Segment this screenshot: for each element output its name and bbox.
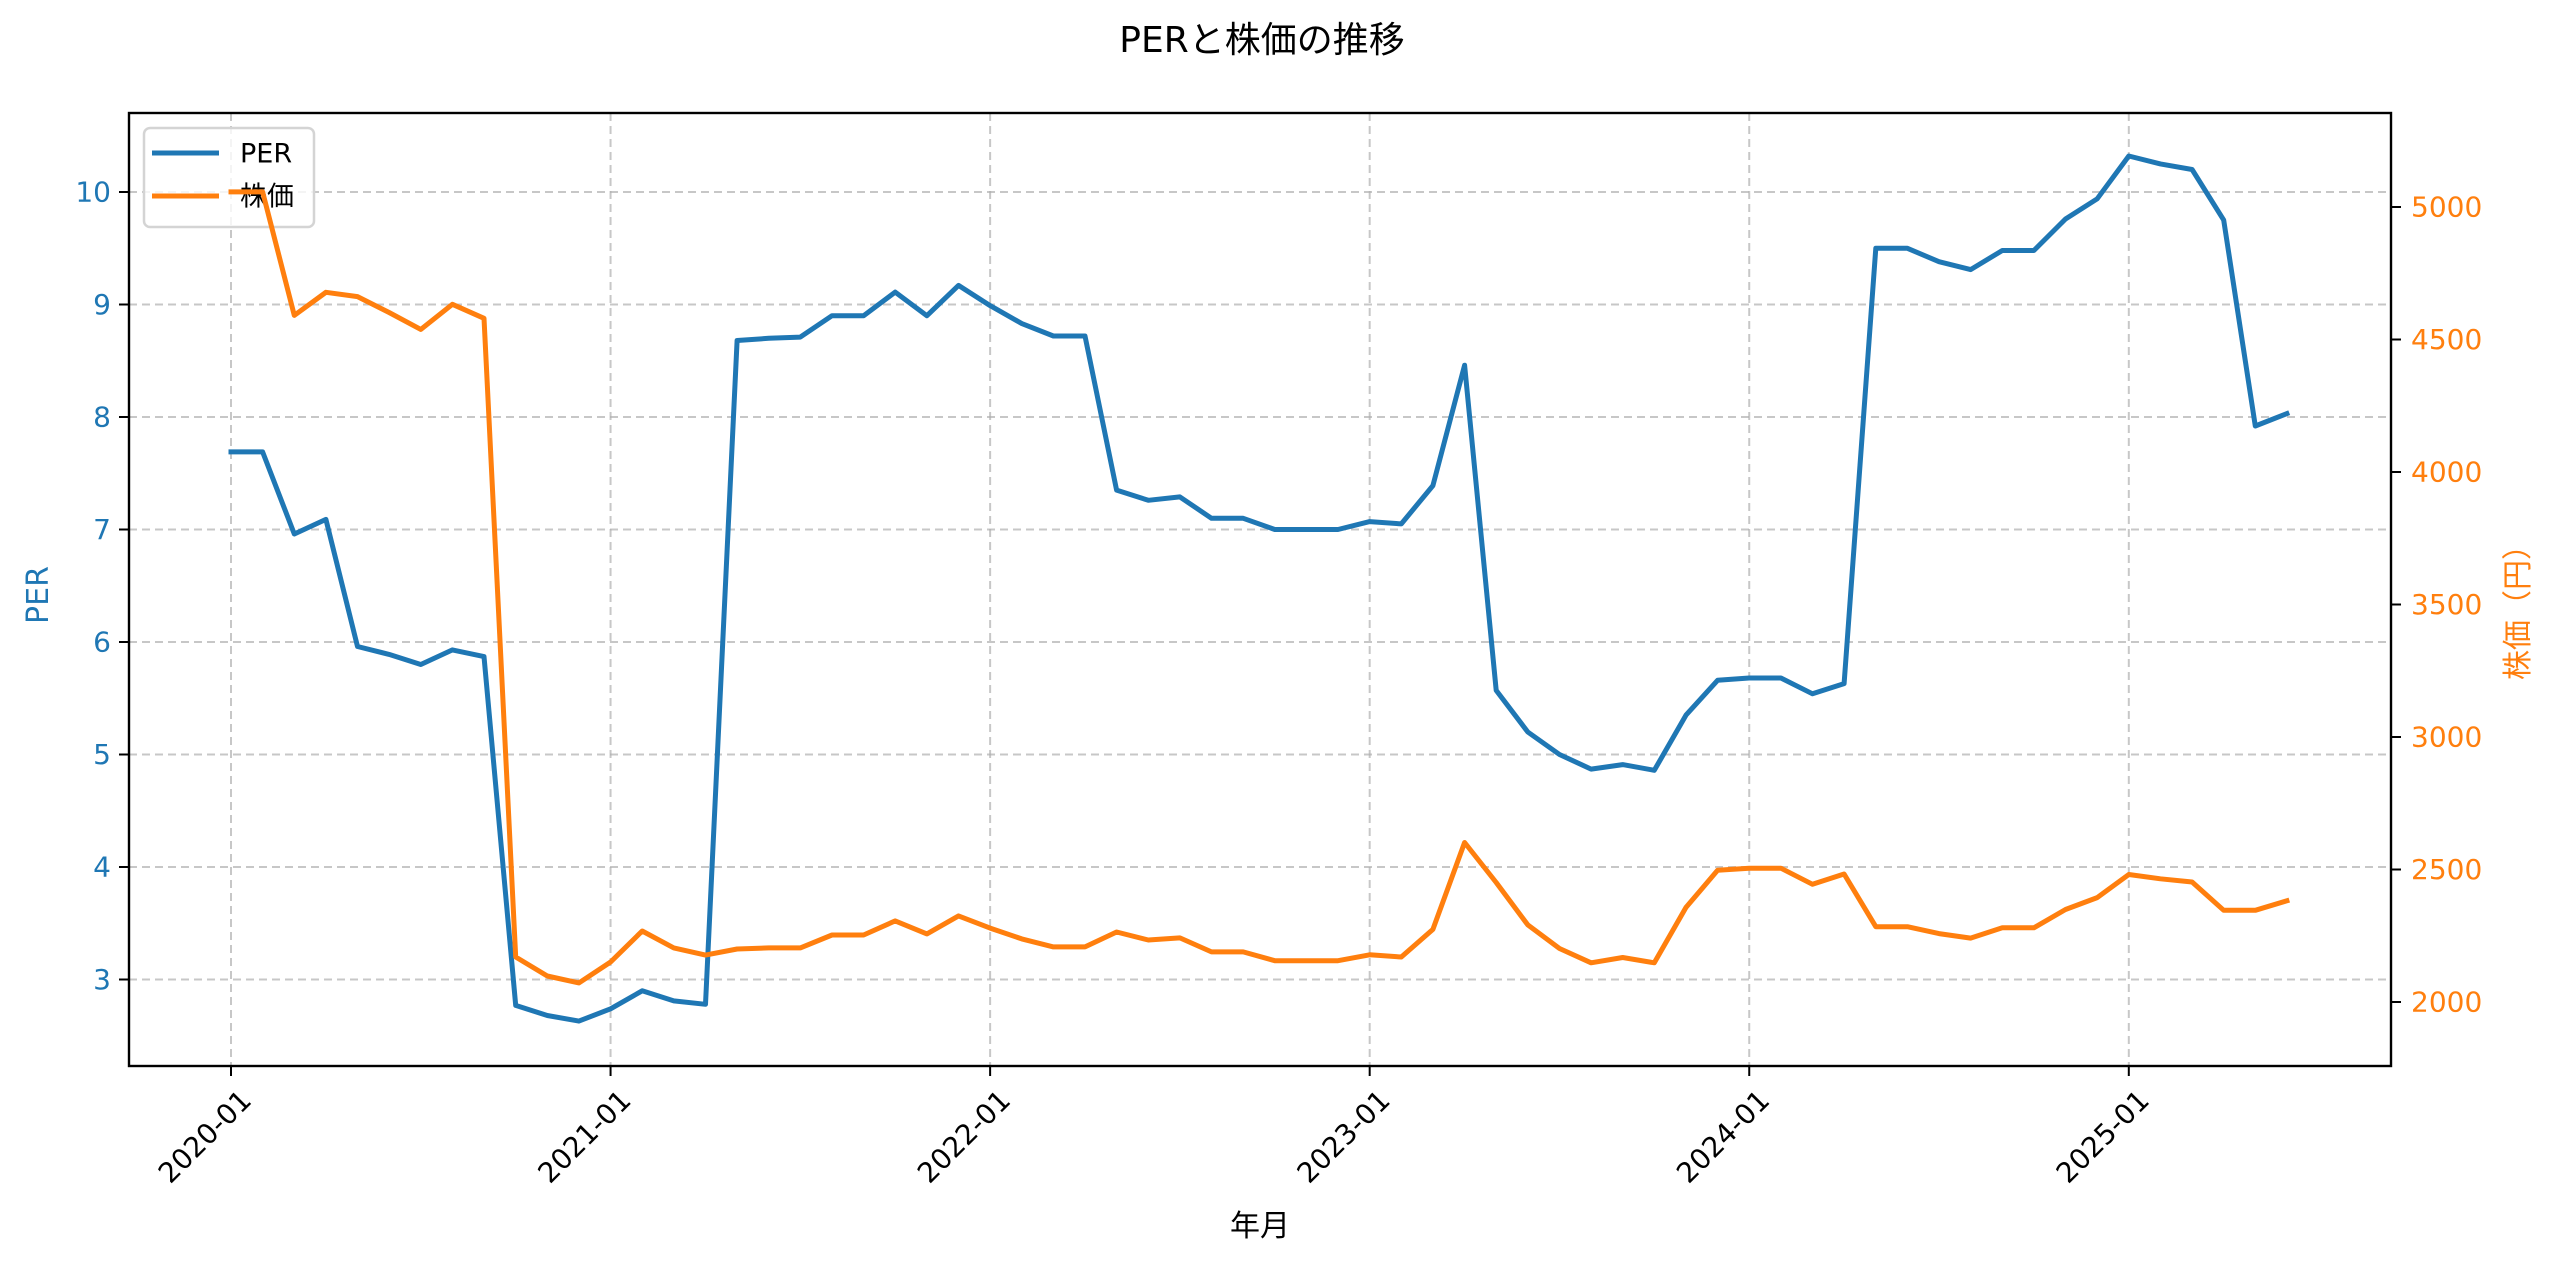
left-tick-label: 5 <box>93 738 111 771</box>
left-tick-label: 9 <box>93 288 111 321</box>
grid <box>129 113 2391 1066</box>
x-axis: 2020-01 2021-01 2022-01 2023-01 2024-01 2025-… <box>152 1066 2156 1190</box>
x-tick-label: 2025-01 <box>2050 1084 2156 1190</box>
right-y-axis-label: 株価（円） <box>2501 530 2536 680</box>
right-y-axis: 2000 2500 3000 3500 4000 4500 5000 <box>2391 191 2482 1019</box>
left-y-axis-label: PER <box>21 566 56 624</box>
chart-title: PERと株価の推移 <box>1119 20 1404 61</box>
right-tick-label: 3000 <box>2411 721 2482 754</box>
left-y-axis: 3 4 5 6 7 8 9 10 <box>75 176 129 996</box>
right-tick-label: 4000 <box>2411 456 2482 489</box>
plot-frame <box>127 111 2393 1068</box>
x-axis-label: 年月 <box>1230 1209 1290 1244</box>
right-tick-label: 2500 <box>2411 853 2482 886</box>
left-tick-label: 6 <box>93 626 111 659</box>
x-tick-label: 2023-01 <box>1291 1084 1397 1190</box>
left-tick-label: 10 <box>75 176 111 209</box>
left-tick-label: 7 <box>93 513 111 546</box>
left-tick-label: 4 <box>93 851 111 884</box>
x-tick-label: 2021-01 <box>531 1084 637 1190</box>
right-tick-label: 2000 <box>2411 986 2482 1019</box>
right-tick-label: 3500 <box>2411 588 2482 621</box>
right-tick-label: 5000 <box>2411 191 2482 224</box>
right-tick-label: 4500 <box>2411 323 2482 356</box>
legend: PER 株価 <box>142 126 316 229</box>
x-tick-label: 2020-01 <box>152 1084 258 1190</box>
per-line <box>228 153 2291 1024</box>
x-tick-label: 2024-01 <box>1670 1084 1776 1190</box>
x-tick-label: 2022-01 <box>911 1084 1017 1190</box>
legend-per-label: PER <box>240 139 292 170</box>
left-tick-label: 3 <box>93 963 111 996</box>
left-tick-label: 8 <box>93 401 111 434</box>
price-line <box>228 189 2291 986</box>
